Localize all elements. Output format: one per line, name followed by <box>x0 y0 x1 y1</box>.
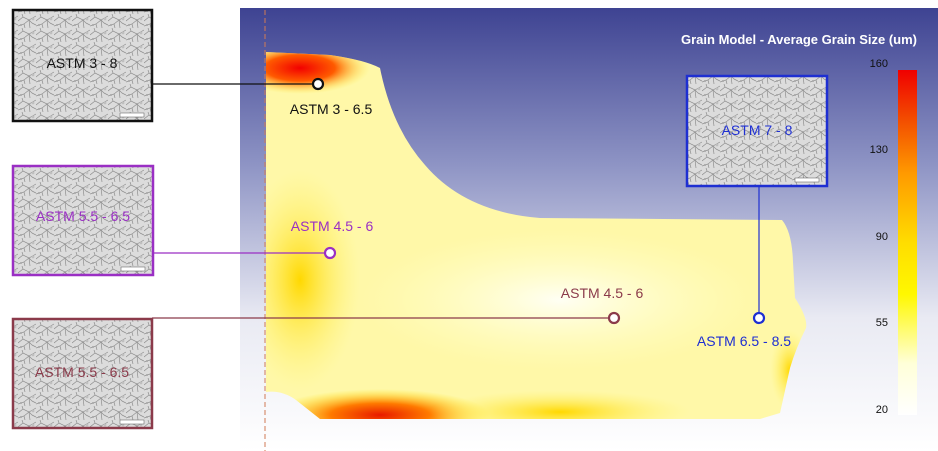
measure-point-4 <box>752 311 766 325</box>
colorbar-tick-160: 160 <box>870 58 888 70</box>
colorbar-tick-130: 130 <box>870 144 888 156</box>
scale-bar <box>120 266 146 272</box>
chart-title: Grain Model - Average Grain Size (um) <box>681 32 917 47</box>
colorbar-tick-20: 20 <box>876 404 888 416</box>
inset-top-left: ASTM 3 - 8 <box>11 8 154 123</box>
point-label-3: ASTM 4.5 - 6 <box>561 285 644 301</box>
measure-point-1 <box>311 77 325 91</box>
inset-bottom-left: ASTM 5.5 - 6.5 <box>11 317 154 430</box>
inset-mid-left: ASTM 5.5 - 6.5 <box>11 164 155 277</box>
measure-point-2 <box>323 246 337 260</box>
scale-bar <box>119 112 145 118</box>
inset-top-left-label: ASTM 3 - 8 <box>47 55 118 71</box>
colorbar-gradient <box>898 70 917 415</box>
inset-right-label: ASTM 7 - 8 <box>722 122 793 138</box>
inset-mid-left-label: ASTM 5.5 - 6.5 <box>36 208 130 224</box>
scale-bar <box>794 177 820 183</box>
inset-bottom-left-label: ASTM 5.5 - 6.5 <box>35 364 129 380</box>
measure-point-3 <box>607 311 621 325</box>
colorbar: 160 130 90 55 20 <box>870 58 917 416</box>
inset-right: ASTM 7 - 8 <box>685 74 829 188</box>
colorbar-tick-90: 90 <box>876 231 888 243</box>
point-label-4: ASTM 6.5 - 8.5 <box>697 333 791 349</box>
colorbar-tick-55: 55 <box>876 317 888 329</box>
point-label-2: ASTM 4.5 - 6 <box>291 218 374 234</box>
scale-bar <box>119 419 145 425</box>
point-label-1: ASTM 3 - 6.5 <box>290 101 373 117</box>
